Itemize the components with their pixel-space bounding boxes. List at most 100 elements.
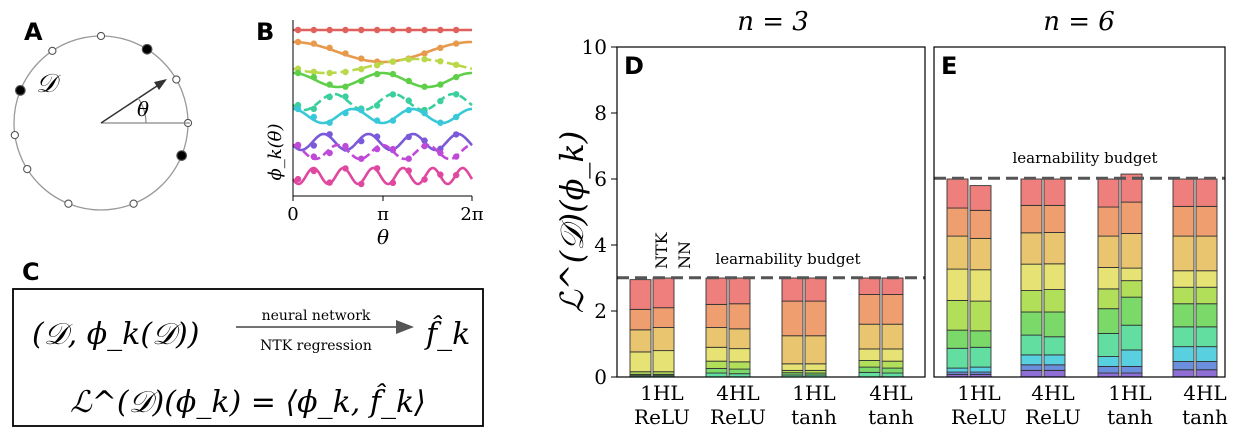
eigenfunction-5-sample <box>310 113 318 121</box>
e-title: n = 6 <box>1043 7 1115 37</box>
e-bar-1-segment-9 <box>969 185 992 211</box>
e-bar-4-segment-6 <box>1097 266 1120 290</box>
b-xtick-label-pi: π <box>377 204 389 225</box>
e-bar-3-segment-7 <box>1043 232 1066 265</box>
eigenfunction-7-sample <box>437 149 444 157</box>
eigenfunction-2-sample <box>421 56 428 63</box>
e-bar-6-segment-5 <box>1172 286 1195 305</box>
eigenfunction-2-sample <box>405 56 412 63</box>
grid-point <box>64 199 73 208</box>
d-xlabel-line2: ReLU <box>634 405 690 429</box>
e-xlabel-line2: ReLU <box>951 405 1007 429</box>
d-bar-1-segment-5 <box>652 307 675 328</box>
e-bar-2-segment-9 <box>1020 178 1043 206</box>
eigenfunction-6-sample <box>326 131 333 138</box>
de-ytick-label: 10 <box>582 35 607 59</box>
d-tag-nn: NN <box>675 241 694 269</box>
c-arrow-head <box>396 320 414 334</box>
b-xtick-label-2pi: 2π <box>460 204 483 225</box>
d-bar-0-segment-4 <box>629 329 652 353</box>
e-bar-5-segment-1 <box>1120 365 1143 374</box>
grid-point <box>48 46 57 56</box>
de-ytick-label: 0 <box>594 365 607 389</box>
eigenfunction-5-sample <box>326 119 333 126</box>
eigenfunction-2-sample <box>437 58 444 65</box>
e-bar-3-segment-2 <box>1043 354 1066 366</box>
d-bars <box>629 277 904 378</box>
d-bar-6-segment-3 <box>858 348 881 361</box>
e-bar-2-segment-5 <box>1020 290 1043 313</box>
e-bar-6-segment-9 <box>1172 178 1195 207</box>
de-y-ticks: 0 2 4 6 8 10 <box>582 35 617 389</box>
e-bar-3-segment-5 <box>1043 289 1066 313</box>
angle-symbol: θ <box>137 97 149 121</box>
e-bar-7-segment-5 <box>1195 286 1218 305</box>
eigenfunction-3-sample <box>342 83 349 90</box>
eigenfunction-6-sample <box>452 131 460 138</box>
eigenfunction-8-sample <box>437 171 444 178</box>
eigenfunction-8-sample <box>310 167 318 175</box>
eigenfunction-8-sample <box>358 180 365 188</box>
grid-point <box>10 130 19 140</box>
eigenfunction-7-sample <box>358 155 365 162</box>
eigenfunction-3 <box>293 71 472 89</box>
d-xlabel-line2: ReLU <box>710 405 766 429</box>
c-learnability-expr: ℒ^(𝒟)(ϕ_k) = ⟨ϕ_k, f̂_k⟩ <box>70 383 426 420</box>
eigenfunction-2-sample <box>358 65 365 73</box>
e-bar-3-segment-4 <box>1043 311 1066 338</box>
e-xlabel-line2: ReLU <box>1025 405 1081 429</box>
d-bar-2-segment-2 <box>705 360 728 369</box>
d-title: n = 3 <box>737 7 809 37</box>
eigenfunction-4-sample <box>342 93 349 100</box>
d-axes-frame <box>616 46 926 378</box>
eigenfunction-4 <box>292 92 473 112</box>
eigenfunction-5 <box>292 107 473 125</box>
eigenfunction-6 <box>292 132 473 152</box>
eigenfunction-0-sample <box>310 26 318 34</box>
panel-b: B 0 π 2π θ ϕ_k(θ) <box>256 18 484 249</box>
eigenfunction-4-sample <box>373 102 381 109</box>
d-bar-5-segment-3 <box>804 363 827 371</box>
e-bar-2-segment-6 <box>1020 263 1043 291</box>
e-bar-6-segment-4 <box>1172 303 1195 328</box>
d-bar-3-segment-2 <box>728 361 751 370</box>
panel-b-label: B <box>256 18 274 46</box>
eigenfunction-0-sample <box>358 26 365 34</box>
e-bar-5-segment-8 <box>1120 201 1143 234</box>
e-bar-3-segment-8 <box>1043 204 1066 233</box>
eigenfunction-7-sample <box>310 153 318 160</box>
d-xlabel-line1: 4HL <box>869 381 912 405</box>
e-bar-3-segment-0 <box>1043 369 1066 378</box>
angle-arc <box>137 97 147 124</box>
e-bar-0-segment-9 <box>946 178 969 209</box>
eigenfunction-7 <box>292 143 473 161</box>
e-bar-4-segment-4 <box>1097 308 1120 334</box>
e-bar-7-segment-2 <box>1195 346 1218 362</box>
d-bar-7-segment-3 <box>881 348 904 362</box>
eigenfunction-8-sample <box>405 167 412 174</box>
grid-point <box>129 199 138 208</box>
e-bar-0-segment-4 <box>946 329 969 349</box>
e-bar-7-segment-6 <box>1195 270 1218 288</box>
d-bar-1-segment-6 <box>652 277 675 309</box>
e-bar-4-segment-8 <box>1097 206 1120 237</box>
eigenfunction-0-sample <box>342 26 349 34</box>
e-bar-7-segment-0 <box>1195 369 1218 378</box>
eigenfunction-4-sample <box>389 91 397 98</box>
d-xlabel-line1: 4HL <box>716 381 759 405</box>
d-xlabel-line2: tanh <box>791 405 837 429</box>
e-xlabel-line1: 4HL <box>1031 381 1074 405</box>
de-ytick-label: 8 <box>594 101 607 125</box>
d-bar-7-segment-5 <box>881 294 904 325</box>
eigenfunction-5-sample <box>405 106 412 114</box>
eigenfunction-3-sample <box>452 73 460 81</box>
e-bar-5-segment-9 <box>1120 173 1143 203</box>
d-bar-6-segment-2 <box>858 360 881 368</box>
e-bar-7-segment-1 <box>1195 361 1218 371</box>
e-bar-6-segment-8 <box>1172 205 1195 237</box>
eigenfunction-5-sample <box>358 106 365 114</box>
e-xlabel-line2: tanh <box>1182 405 1228 429</box>
e-bar-3-segment-6 <box>1043 263 1066 290</box>
d-bar-3-segment-4 <box>728 328 751 350</box>
e-bar-5-segment-2 <box>1120 349 1143 367</box>
